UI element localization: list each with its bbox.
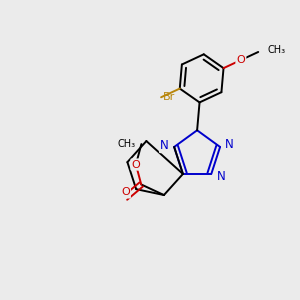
Text: CH₃: CH₃ bbox=[268, 45, 286, 55]
Text: O: O bbox=[121, 188, 130, 197]
Text: N: N bbox=[217, 170, 225, 183]
Text: O: O bbox=[131, 160, 140, 170]
Text: N: N bbox=[160, 139, 169, 152]
Text: Br: Br bbox=[163, 92, 175, 102]
Text: CH₃: CH₃ bbox=[118, 139, 136, 149]
Text: N: N bbox=[225, 138, 234, 151]
Text: O: O bbox=[236, 55, 245, 65]
